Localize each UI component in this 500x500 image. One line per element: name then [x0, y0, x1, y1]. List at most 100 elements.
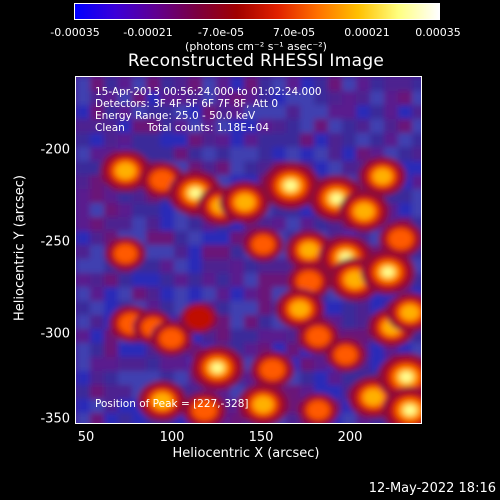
heatmap-cell: [244, 343, 258, 357]
heatmap-cell: [328, 371, 342, 385]
heatmap-cell: [356, 301, 370, 315]
heatmap-cell: [160, 119, 174, 133]
heatmap-cell: [90, 189, 104, 203]
heatmap-hotspot: [150, 169, 175, 191]
heatmap-cell: [272, 105, 286, 119]
colorbar-tick-label: 7.0e-05: [272, 26, 316, 39]
peak-position-text: Position of Peak = [227,-328]: [95, 398, 249, 410]
heatmap-cell: [90, 329, 104, 343]
heatmap-cell: [328, 91, 342, 105]
heatmap-cell: [188, 105, 202, 119]
heatmap-cell: [146, 105, 160, 119]
heatmap-cell: [258, 315, 272, 329]
heatmap-cell: [118, 77, 132, 91]
heatmap-cell: [160, 217, 174, 231]
heatmap-cell: [132, 105, 146, 119]
heatmap-cell: [412, 119, 421, 133]
heatmap-cell: [244, 315, 258, 329]
heatmap-cell: [300, 357, 314, 371]
heatmap-cell: [272, 147, 286, 161]
heatmap-cell: [244, 105, 258, 119]
y-tick-label: -250: [40, 234, 70, 250]
heatmap-cell: [146, 231, 160, 245]
heatmap-cell: [90, 119, 104, 133]
detectors-text: Detectors: 3F 4F 5F 6F 7F 8F, Att 0: [95, 98, 279, 110]
heatmap-cell: [90, 245, 104, 259]
heatmap-cell: [356, 315, 370, 329]
heatmap-cell: [216, 273, 230, 287]
heatmap-cell: [314, 161, 328, 175]
heatmap-cell: [384, 105, 398, 119]
heatmap-cell: [328, 385, 342, 399]
heatmap-cell: [160, 91, 174, 105]
x-axis-label: Heliocentric X (arcsec): [172, 446, 320, 461]
heatmap-cell: [328, 147, 342, 161]
heatmap-cell: [356, 329, 370, 343]
heatmap-cell: [258, 287, 272, 301]
heatmap-cell: [76, 357, 90, 371]
heatmap-cell: [398, 133, 412, 147]
heatmap-cell: [258, 77, 272, 91]
heatmap-cell: [90, 385, 104, 399]
heatmap-cell: [412, 343, 421, 357]
heatmap-cell: [258, 329, 272, 343]
heatmap-cell: [230, 119, 244, 133]
heatmap-hotspot: [184, 306, 213, 330]
heatmap-hotspot: [334, 345, 357, 365]
x-tick-label: 150: [248, 430, 274, 445]
heatmap-cell: [398, 203, 412, 217]
heatmap-cell: [146, 119, 160, 133]
heatmap-cell: [76, 301, 90, 315]
heatmap-cell: [300, 119, 314, 133]
heatmap-cell: [132, 413, 146, 423]
heatmap-cell: [132, 371, 146, 385]
heatmap-hotspot: [284, 180, 298, 191]
heatmap-cell: [90, 273, 104, 287]
heatmap-cell: [272, 329, 286, 343]
heatmap-cell: [76, 231, 90, 245]
heatmap-cell: [132, 203, 146, 217]
heatmap-cell: [314, 77, 328, 91]
heatmap-cell: [272, 77, 286, 91]
heatmap-cell: [412, 133, 421, 147]
heatmap-hotspot: [363, 389, 383, 406]
heatmap-cell: [230, 273, 244, 287]
heatmap-cell: [216, 245, 230, 259]
heatmap-cell: [202, 105, 216, 119]
heatmap-cell: [300, 217, 314, 231]
heatmap-cell: [132, 287, 146, 301]
heatmap-cell: [118, 105, 132, 119]
heatmap-cell: [174, 147, 188, 161]
heatmap-cell: [258, 259, 272, 273]
heatmap-cell: [328, 133, 342, 147]
heatmap-hotspot: [388, 228, 413, 250]
heatmap-cell: [258, 217, 272, 231]
heatmap-cell: [188, 147, 202, 161]
heatmap-cell: [76, 189, 90, 203]
heatmap-cell: [216, 161, 230, 175]
heatmap-cell: [160, 105, 174, 119]
heatmap-cell: [216, 287, 230, 301]
heatmap-cell: [132, 217, 146, 231]
heatmap-cell: [314, 91, 328, 105]
heatmap-cell: [132, 343, 146, 357]
heatmap-cell: [174, 413, 188, 423]
heatmap-cell: [76, 147, 90, 161]
heatmap-cell: [118, 203, 132, 217]
heatmap-cell: [342, 105, 356, 119]
heatmap-cell: [160, 301, 174, 315]
heatmap-cell: [104, 399, 118, 413]
heatmap-cell: [188, 119, 202, 133]
heatmap-cell: [104, 119, 118, 133]
heatmap-cell: [286, 385, 300, 399]
y-axis-label: Heliocentric Y (arcsec): [12, 175, 28, 321]
heatmap-cell: [76, 245, 90, 259]
heatmap-cell: [258, 147, 272, 161]
heatmap-cell: [202, 161, 216, 175]
heatmap-cell: [342, 413, 356, 423]
heatmap-cell: [188, 91, 202, 105]
heatmap-cell: [328, 119, 342, 133]
heatmap-hotspot: [189, 187, 202, 198]
heatmap-cell: [230, 245, 244, 259]
heatmap-cell: [216, 77, 230, 91]
